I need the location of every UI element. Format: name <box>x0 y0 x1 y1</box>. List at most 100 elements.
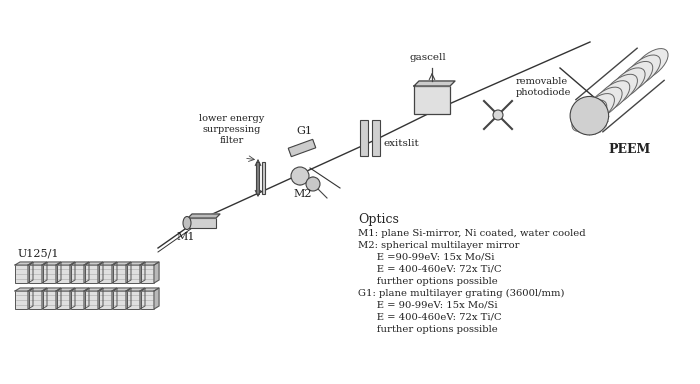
Polygon shape <box>141 262 159 265</box>
Polygon shape <box>127 288 145 291</box>
Ellipse shape <box>634 48 668 80</box>
Bar <box>43 291 56 309</box>
Bar <box>29 265 42 283</box>
Circle shape <box>306 177 320 191</box>
Polygon shape <box>98 262 103 283</box>
Bar <box>127 291 140 309</box>
Polygon shape <box>141 288 159 291</box>
Polygon shape <box>56 288 61 309</box>
Ellipse shape <box>626 55 660 86</box>
Text: Optics: Optics <box>358 213 399 226</box>
Polygon shape <box>28 288 33 309</box>
Bar <box>360 120 368 156</box>
Circle shape <box>291 167 309 185</box>
Text: lower energy
surpressing
filter: lower energy surpressing filter <box>199 114 265 145</box>
Bar <box>141 265 154 283</box>
Polygon shape <box>140 288 145 309</box>
Bar <box>15 265 28 283</box>
Polygon shape <box>71 262 89 265</box>
Polygon shape <box>42 262 47 283</box>
Bar <box>85 265 98 283</box>
Polygon shape <box>28 262 33 283</box>
Text: U125/1: U125/1 <box>18 248 60 258</box>
Ellipse shape <box>183 217 191 230</box>
Text: removable
photodiode: removable photodiode <box>516 77 571 97</box>
Polygon shape <box>414 81 455 86</box>
Bar <box>29 291 42 309</box>
Bar <box>256 162 259 194</box>
Bar <box>127 265 140 283</box>
Polygon shape <box>15 262 33 265</box>
Text: M1: plane Si-mirror, Ni coated, water cooled: M1: plane Si-mirror, Ni coated, water co… <box>358 229 586 238</box>
Polygon shape <box>70 262 75 283</box>
Polygon shape <box>84 262 89 283</box>
Text: E = 400-460eV: 72x Ti/C: E = 400-460eV: 72x Ti/C <box>358 313 502 322</box>
Text: E = 90-99eV: 15x Mo/Si: E = 90-99eV: 15x Mo/Si <box>358 301 498 310</box>
Bar <box>71 265 84 283</box>
Polygon shape <box>112 262 117 283</box>
Ellipse shape <box>618 61 653 93</box>
Polygon shape <box>43 288 61 291</box>
Polygon shape <box>85 262 103 265</box>
Polygon shape <box>56 262 61 283</box>
Text: M2: M2 <box>294 189 312 199</box>
Polygon shape <box>126 262 131 283</box>
Text: further options possible: further options possible <box>358 325 498 334</box>
Bar <box>57 291 70 309</box>
Polygon shape <box>84 288 89 309</box>
Text: G1: G1 <box>296 126 312 136</box>
Text: E =90-99eV: 15x Mo/Si: E =90-99eV: 15x Mo/Si <box>358 253 494 262</box>
Polygon shape <box>42 288 47 309</box>
Ellipse shape <box>587 87 622 119</box>
Polygon shape <box>99 262 117 265</box>
Polygon shape <box>140 262 145 283</box>
Polygon shape <box>127 262 145 265</box>
Polygon shape <box>15 288 33 291</box>
Ellipse shape <box>572 100 607 131</box>
Polygon shape <box>57 288 75 291</box>
Ellipse shape <box>610 68 645 99</box>
Polygon shape <box>113 262 131 265</box>
Polygon shape <box>154 288 159 309</box>
Polygon shape <box>29 288 47 291</box>
Bar <box>57 265 70 283</box>
Polygon shape <box>154 262 159 283</box>
Text: PEEM: PEEM <box>609 143 651 156</box>
Bar <box>141 291 154 309</box>
Ellipse shape <box>595 81 630 112</box>
Bar <box>15 291 28 309</box>
Bar <box>372 120 380 156</box>
Polygon shape <box>29 262 47 265</box>
Bar <box>99 291 112 309</box>
Polygon shape <box>43 262 61 265</box>
Bar <box>414 86 450 114</box>
Bar <box>71 291 84 309</box>
Circle shape <box>493 110 503 120</box>
Polygon shape <box>85 288 103 291</box>
Polygon shape <box>288 139 316 157</box>
Text: gascell: gascell <box>410 53 447 62</box>
Text: exitslit: exitslit <box>384 139 420 149</box>
Text: E = 400-460eV: 72x Ti/C: E = 400-460eV: 72x Ti/C <box>358 265 502 274</box>
Bar <box>85 291 98 309</box>
Ellipse shape <box>603 74 638 106</box>
Circle shape <box>570 96 608 135</box>
Text: M1: M1 <box>176 232 195 242</box>
Bar <box>262 162 265 194</box>
Bar <box>113 291 126 309</box>
Polygon shape <box>112 288 117 309</box>
Polygon shape <box>99 288 117 291</box>
Polygon shape <box>188 214 220 218</box>
Polygon shape <box>113 288 131 291</box>
Bar <box>43 265 56 283</box>
Text: further options possible: further options possible <box>358 277 498 286</box>
Bar <box>99 265 112 283</box>
Polygon shape <box>71 288 89 291</box>
Bar <box>113 265 126 283</box>
Bar <box>188 218 216 228</box>
Polygon shape <box>57 262 75 265</box>
Polygon shape <box>70 288 75 309</box>
Text: M2: spherical multilayer mirror: M2: spherical multilayer mirror <box>358 241 519 250</box>
Ellipse shape <box>580 94 615 125</box>
Polygon shape <box>98 288 103 309</box>
